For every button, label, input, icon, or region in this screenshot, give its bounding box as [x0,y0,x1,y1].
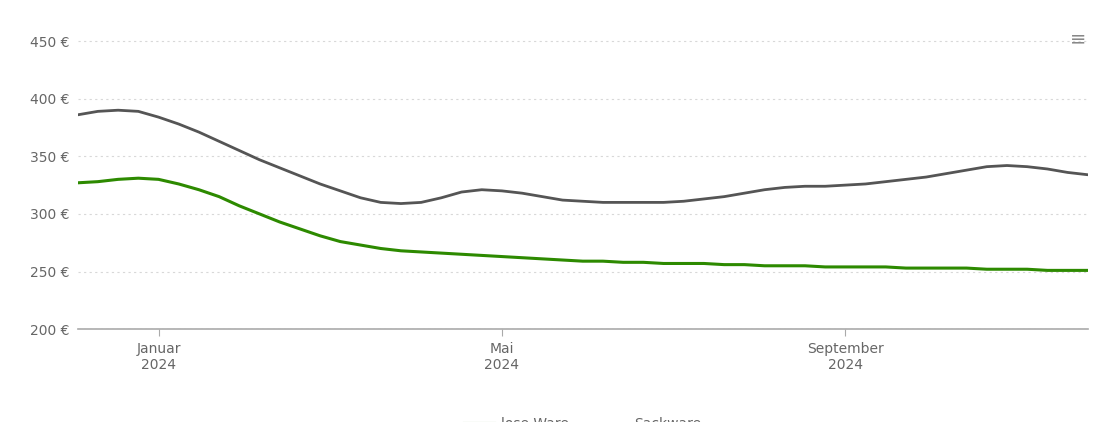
Legend: lose Ware, Sackware: lose Ware, Sackware [458,411,707,422]
Text: ≡: ≡ [1070,30,1087,49]
